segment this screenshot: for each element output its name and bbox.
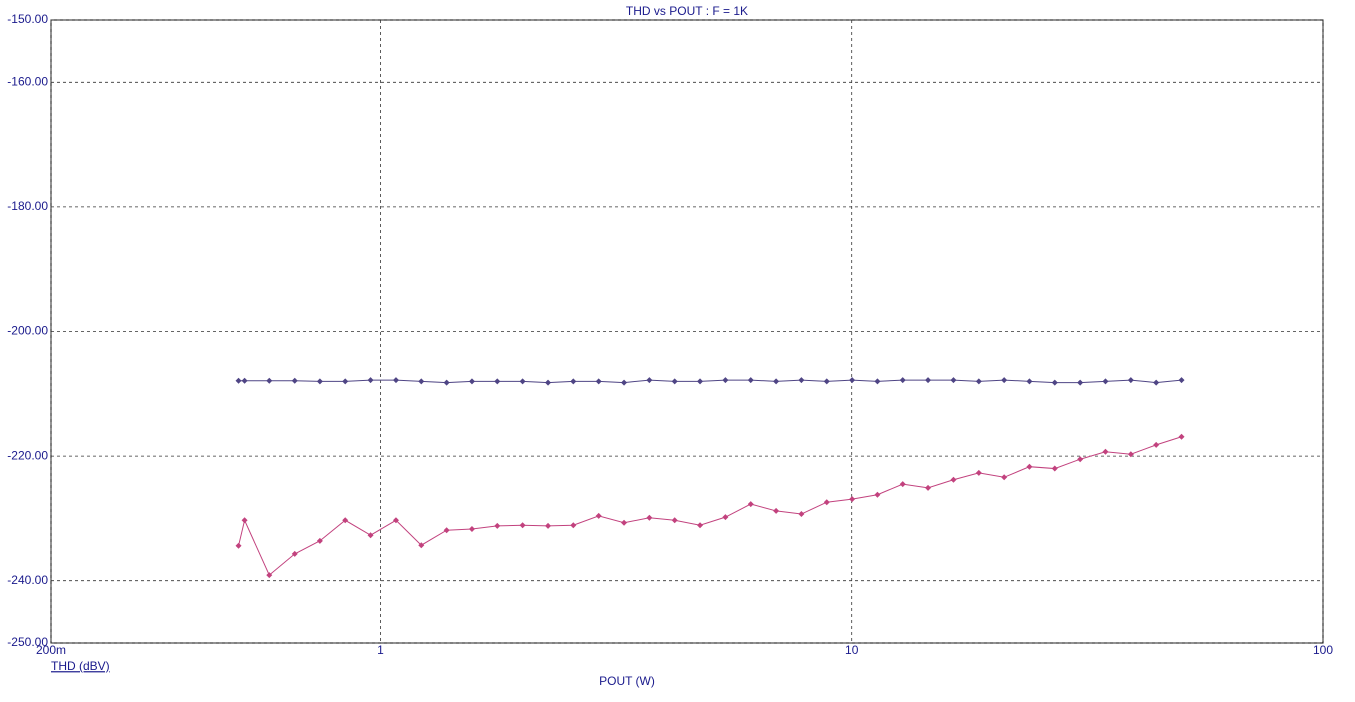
data-point [443, 527, 450, 534]
data-point [773, 378, 780, 385]
data-point [443, 379, 450, 386]
data-point [291, 377, 298, 384]
data-point [773, 507, 780, 514]
data-point [1077, 456, 1084, 463]
data-point [747, 501, 754, 508]
data-point [570, 378, 577, 385]
data-point [646, 377, 653, 384]
chart-title: THD vs POUT : F = 1K [626, 4, 748, 18]
data-point [874, 491, 881, 498]
data-point [468, 378, 475, 385]
data-point [545, 522, 552, 529]
data-point [950, 377, 957, 384]
data-point [899, 377, 906, 384]
data-point [367, 532, 374, 539]
data-point [1051, 465, 1058, 472]
series-line [238, 379, 1182, 384]
data-point [545, 379, 552, 386]
data-point [595, 512, 602, 519]
data-point [1026, 378, 1033, 385]
y-tick-label: -150.00 [7, 12, 48, 26]
data-point [1127, 451, 1134, 458]
data-point [235, 542, 242, 549]
data-point [291, 550, 298, 557]
data-point [697, 378, 704, 385]
data-point [925, 484, 932, 491]
data-point [392, 517, 399, 524]
data-point [950, 476, 957, 483]
data-point [241, 517, 248, 524]
data-point [1077, 379, 1084, 386]
data-point [722, 514, 729, 521]
data-point [747, 377, 754, 384]
data-point [671, 378, 678, 385]
data-point [823, 378, 830, 385]
data-point [1102, 448, 1109, 455]
data-point [494, 378, 501, 385]
data-point [266, 377, 273, 384]
data-point [1001, 474, 1008, 481]
data-point [1001, 377, 1008, 384]
data-point [468, 525, 475, 532]
y-tick-label: -180.00 [7, 199, 48, 213]
data-point [975, 378, 982, 385]
data-point [849, 377, 856, 384]
x-axis-label: POUT (W) [599, 674, 655, 688]
data-point [823, 499, 830, 506]
data-point [367, 377, 374, 384]
data-point [1127, 377, 1134, 384]
data-point [1051, 379, 1058, 386]
data-point [392, 377, 399, 384]
data-point [621, 519, 628, 526]
y-tick-label: -240.00 [7, 573, 48, 587]
x-tick-label: 100 [1313, 643, 1333, 657]
data-point [418, 378, 425, 385]
data-point [671, 517, 678, 524]
data-point [798, 511, 805, 518]
data-point [646, 514, 653, 521]
data-point [1026, 463, 1033, 470]
y-tick-label: -160.00 [7, 74, 48, 88]
data-point [342, 378, 349, 385]
y-axis-label: THD (dBV) [51, 659, 110, 673]
data-point [595, 378, 602, 385]
y-tick-label: -200.00 [7, 324, 48, 338]
data-point [418, 542, 425, 549]
data-point [697, 522, 704, 529]
data-point [235, 377, 242, 384]
x-tick-label: 1 [377, 643, 384, 657]
data-point [925, 377, 932, 384]
data-point [494, 522, 501, 529]
x-tick-label: 200m [36, 643, 66, 657]
data-point [1178, 433, 1185, 440]
data-point [1178, 377, 1185, 384]
data-point [849, 496, 856, 503]
data-point [266, 572, 273, 579]
data-point [1153, 379, 1160, 386]
data-point [519, 378, 526, 385]
y-tick-label: -220.00 [7, 448, 48, 462]
data-point [798, 377, 805, 384]
data-point [722, 377, 729, 384]
data-point [241, 377, 248, 384]
data-point [316, 537, 323, 544]
data-point [1102, 378, 1109, 385]
data-point [316, 378, 323, 385]
data-point [519, 522, 526, 529]
x-tick-label: 10 [845, 643, 859, 657]
series-line [238, 436, 1182, 576]
data-point [621, 379, 628, 386]
data-point [975, 469, 982, 476]
y-tick-label: -250.00 [7, 635, 48, 649]
data-point [899, 481, 906, 488]
data-point [570, 522, 577, 529]
data-point [342, 517, 349, 524]
data-point [1153, 441, 1160, 448]
data-point [874, 378, 881, 385]
